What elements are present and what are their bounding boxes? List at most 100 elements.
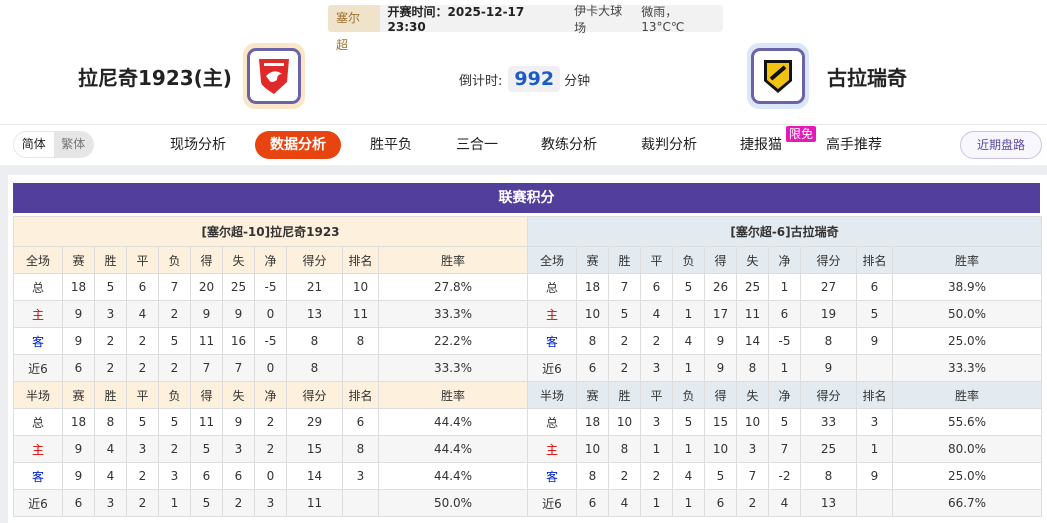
row-label: 主 [527,435,577,463]
stat-cell: 6 [856,273,893,301]
stat-cell: 21 [286,273,343,301]
stat-cell: 1 [640,435,673,463]
table-row: 客 8 2 2 4 9 14 -5 8 9 25.0% [527,327,1042,355]
column-header: 得分 [800,246,857,274]
stat-cell: 4 [640,300,673,328]
row-label: 总 [13,408,63,436]
column-header: 平 [126,246,159,274]
stat-cell: 19 [800,300,857,328]
tab-jiebaomao[interactable]: 捷报猫 [740,137,782,153]
column-header: 得 [190,246,223,274]
table-row: 主 9 3 4 2 9 9 0 13 11 33.3% [13,300,529,328]
stat-cell: 5 [158,327,191,355]
stat-cell: 2 [640,327,673,355]
tab-win-draw-loss[interactable]: 胜平负 [370,137,412,153]
stat-cell: 10 [608,408,641,436]
stat-cell: 2 [736,489,769,517]
stat-cell: 3 [342,462,379,490]
stat-cell: 1 [672,435,705,463]
stat-cell: 9 [222,300,255,328]
stat-cell: 7 [158,273,191,301]
column-header: 赛 [62,246,95,274]
stat-cell: 0 [254,300,287,328]
row-label: 主 [527,300,577,328]
stat-cell: 1 [672,354,705,382]
recent-trends-button[interactable]: 近期盘路 [960,131,1042,159]
stat-cell: 66.7% [892,489,1042,517]
tab-data-analysis[interactable]: 数据分析 [255,131,341,159]
tab-referee-analysis[interactable]: 裁判分析 [641,137,697,153]
stat-cell: 5 [190,489,223,517]
away-team-logo[interactable] [747,43,809,109]
section-label: 全场 [13,246,63,274]
stat-cell: 2 [126,489,159,517]
stat-cell: 8 [94,408,127,436]
stat-cell: 4 [126,300,159,328]
stat-cell: 2 [608,462,641,490]
stat-cell: 2 [254,408,287,436]
column-header: 胜率 [892,246,1042,274]
team-header: [塞尔超-6]古拉瑞奇 [527,216,1042,247]
stat-cell: 44.4% [377,435,529,463]
simplified-chinese-option[interactable]: 简体 [14,132,54,157]
stat-cell: 2 [222,489,255,517]
stat-cell: 7 [190,354,223,382]
column-header: 得分 [286,246,343,274]
tab-three-in-one[interactable]: 三合一 [456,137,498,153]
stat-cell: 4 [672,462,705,490]
stat-cell: 15 [704,408,737,436]
stat-cell: 0 [254,354,287,382]
stat-cell: 8 [576,327,609,355]
stat-cell: 2 [254,435,287,463]
stat-cell: 5 [190,435,223,463]
stat-cell: 44.4% [377,408,529,436]
traditional-chinese-option[interactable]: 繁体 [53,132,93,157]
stat-cell: 25 [800,435,857,463]
stat-cell: 5 [608,300,641,328]
weather: 微雨， 13°C℃ [641,5,685,34]
stat-cell: 8 [286,327,343,355]
tab-expert-picks[interactable]: 高手推荐 [826,137,882,153]
stat-cell: 18 [62,273,95,301]
section-label: 半场 [13,381,63,409]
language-switch[interactable]: 简体 繁体 [13,131,94,158]
away-team-name[interactable]: 古拉瑞奇 [827,66,907,90]
column-header: 失 [222,246,255,274]
stat-cell: 5 [672,408,705,436]
stat-cell: 10 [736,408,769,436]
column-header: 排名 [342,246,379,274]
stat-cell: 14 [286,462,343,490]
stat-cell [342,489,379,517]
stat-cell: 18 [576,273,609,301]
stat-cell: 1 [158,489,191,517]
stat-cell: 15 [286,435,343,463]
stat-cell: 13 [286,300,343,328]
stat-cell: 6 [342,408,379,436]
column-header: 排名 [856,246,893,274]
stat-cell: 13 [800,489,857,517]
stat-cell: 8 [736,354,769,382]
tab-live-analysis[interactable]: 现场分析 [170,137,226,153]
section-label: 半场 [527,381,577,409]
stat-cell: 25 [222,273,255,301]
column-header: 胜 [608,381,641,409]
stat-cell: 2 [94,327,127,355]
stat-cell: 10 [342,273,379,301]
stat-cell: 10 [576,300,609,328]
column-header: 净 [768,381,801,409]
row-label: 客 [527,327,577,355]
stat-cell: 1 [768,273,801,301]
stat-cell: 11 [286,489,343,517]
stat-cell: 1 [672,300,705,328]
stat-cell: 6 [704,489,737,517]
league-tag[interactable]: 塞尔超 [328,5,380,52]
home-team-name[interactable]: 拉尼奇1923(主) [78,66,232,90]
tab-coach-analysis[interactable]: 教练分析 [541,137,597,153]
stat-cell: 5 [704,462,737,490]
table-row: 主 10 5 4 1 17 11 6 19 5 50.0% [527,300,1042,328]
stat-cell: -2 [768,462,801,490]
row-label: 总 [527,273,577,301]
stat-cell: 55.6% [892,408,1042,436]
home-team-logo[interactable] [243,43,305,109]
column-header: 得分 [800,381,857,409]
